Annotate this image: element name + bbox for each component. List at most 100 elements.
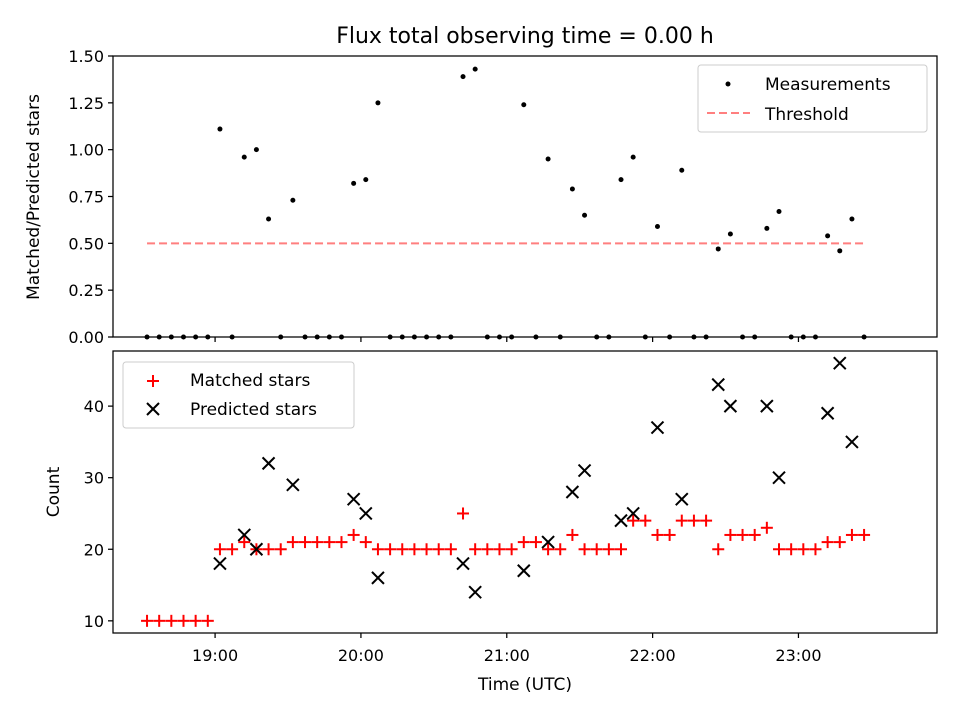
legend-measurements-marker	[725, 81, 731, 87]
matched-star-marker	[457, 507, 470, 520]
matched-star-marker	[347, 528, 360, 541]
matched-star-marker	[299, 536, 312, 549]
matched-star-marker	[627, 514, 640, 527]
matched-star-marker	[736, 528, 749, 541]
predicted-star-marker	[517, 564, 531, 578]
measurement-point	[253, 147, 259, 153]
predicted-star-marker	[711, 377, 725, 392]
bottom-y-tick-label: 30	[84, 469, 104, 488]
legend-matched-label: Matched stars	[190, 371, 310, 391]
predicted-star-marker	[760, 399, 774, 413]
matched-star-marker	[615, 543, 628, 556]
measurement-point	[630, 154, 636, 160]
top-y-tick-label: 0.00	[68, 328, 104, 347]
matched-star-marker	[663, 528, 676, 541]
matched-star-marker	[858, 528, 871, 541]
matched-star-marker	[773, 543, 786, 556]
bottom-x-tick-label: 23:00	[775, 646, 821, 665]
predicted-star-marker	[723, 399, 738, 413]
measurement-point	[375, 100, 381, 106]
measurement-point	[569, 186, 575, 192]
bottom-x-tick-label: 21:00	[484, 646, 530, 665]
predicted-star-marker	[614, 513, 628, 528]
bottom-x-tick-label: 22:00	[630, 646, 676, 665]
bottom-x-tick-label: 20:00	[338, 646, 384, 665]
top-y-tick-label: 0.50	[68, 234, 104, 253]
bottom-marks	[141, 356, 871, 627]
predicted-star-marker	[346, 492, 361, 506]
matched-star-marker	[797, 543, 810, 556]
measurement-point	[363, 177, 369, 183]
predicted-star-marker	[286, 478, 300, 492]
measurement-point	[351, 180, 357, 186]
matched-star-marker	[542, 543, 555, 556]
measurement-point	[776, 208, 782, 214]
legend-matched-marker	[147, 375, 159, 387]
bottom-y-axis-label: Count	[44, 466, 64, 517]
matched-star-marker	[274, 543, 287, 556]
matched-star-marker	[165, 614, 178, 627]
predicted-star-marker	[650, 420, 665, 435]
bottom-y-tick-label: 40	[84, 397, 104, 416]
top-y-tick-label: 1.00	[68, 141, 104, 160]
matched-star-marker	[760, 521, 773, 534]
predicted-star-marker	[213, 556, 227, 571]
measurement-point	[727, 231, 733, 237]
matched-star-marker	[213, 543, 226, 556]
top-legend: Measurements Threshold	[697, 64, 928, 133]
bottom-panel: 10 20 30 40 19:00 20:00 21:00 22:00 23:00 Count…	[44, 350, 938, 695]
predicted-star-marker	[261, 456, 276, 471]
top-y-axis-label: Matched/Predicted stars	[24, 94, 44, 300]
matched-star-marker	[153, 614, 166, 627]
measurement-point	[764, 225, 770, 231]
top-y-tick-label: 0.75	[68, 188, 104, 207]
matched-star-marker	[785, 543, 798, 556]
matched-star-marker	[226, 543, 239, 556]
matched-star-marker	[517, 536, 530, 549]
top-y-tick-label: 1.50	[68, 47, 104, 66]
matched-star-marker	[687, 514, 700, 527]
matched-star-marker	[724, 528, 737, 541]
x-axis-label: Time (UTC)	[477, 675, 572, 695]
matched-star-marker	[481, 543, 494, 556]
matched-star-marker	[323, 536, 336, 549]
measurement-point	[715, 246, 721, 252]
predicted-star-marker	[845, 435, 859, 449]
bottom-x-tick-label: 19:00	[192, 646, 238, 665]
matched-star-marker	[396, 543, 409, 556]
matched-star-marker	[675, 514, 688, 527]
measurement-point	[241, 154, 247, 160]
bottom-axes-frame	[112, 350, 938, 634]
matched-star-marker	[371, 543, 384, 556]
measurement-point	[266, 216, 272, 222]
predicted-star-marker	[675, 492, 689, 506]
measurement-point	[679, 167, 685, 173]
matched-star-marker	[809, 543, 822, 556]
matched-star-marker	[444, 543, 457, 556]
legend-measurements-label: Measurements	[765, 75, 891, 95]
predicted-star-marker	[820, 406, 835, 420]
top-y-ticks: 0.00 0.25 0.50 0.75 1.00 1.25 1.50	[68, 47, 113, 347]
measurement-point	[521, 102, 527, 108]
measurement-point	[472, 66, 478, 72]
bottom-y-ticks: 10 20 30 40	[84, 397, 113, 631]
matched-star-marker	[505, 543, 518, 556]
predicted-star-marker	[772, 470, 786, 485]
matched-star-marker	[177, 614, 190, 627]
matched-star-marker	[845, 528, 858, 541]
matched-star-marker	[359, 536, 372, 549]
legend-predicted-label: Predicted stars	[190, 400, 317, 420]
chart-title: Flux total observing time = 0.00 h	[336, 24, 714, 49]
matched-star-marker	[408, 543, 421, 556]
predicted-star-marker	[577, 463, 592, 478]
predicted-star-marker	[468, 585, 482, 599]
matched-star-marker	[420, 543, 433, 556]
matched-star-marker	[469, 543, 482, 556]
predicted-star-marker	[371, 571, 385, 585]
predicted-star-marker	[541, 535, 555, 549]
matched-star-marker	[578, 543, 591, 556]
predicted-star-marker	[626, 506, 640, 521]
top-legend-frame	[697, 64, 928, 133]
matched-star-marker	[384, 543, 397, 556]
